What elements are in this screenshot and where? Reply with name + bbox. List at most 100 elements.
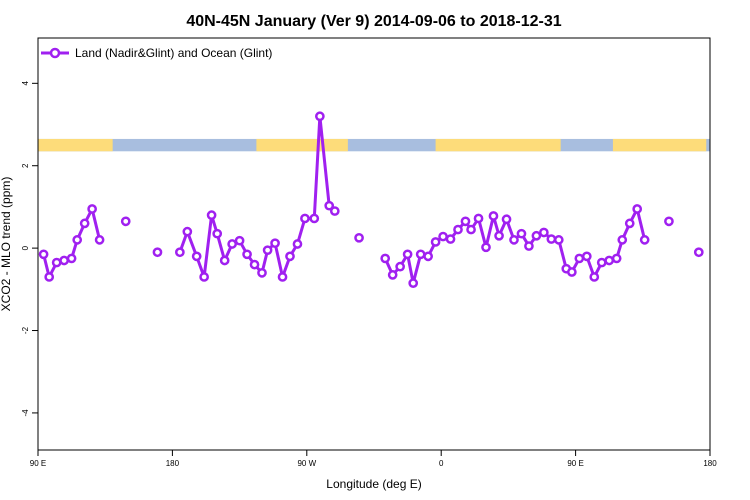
data-point [430, 237, 441, 247]
data-point [94, 235, 105, 245]
data-point [79, 218, 90, 229]
land-band-segment [256, 138, 348, 152]
data-point [553, 235, 564, 245]
x-tick-label: 0 [439, 459, 444, 468]
series-line [383, 207, 647, 285]
data-point [581, 251, 592, 262]
data-point [277, 272, 288, 282]
data-point [292, 239, 303, 249]
y-tick-label: 4 [21, 81, 30, 86]
data-point [531, 230, 542, 241]
data-point [481, 242, 491, 253]
data-point [596, 257, 607, 268]
data-point [402, 249, 413, 260]
x-tick-label: 90 E [30, 459, 46, 468]
data-point [494, 230, 504, 241]
y-tick-label: -2 [21, 326, 30, 334]
data-point [501, 214, 512, 225]
data-point [300, 213, 310, 224]
data-point [624, 218, 635, 229]
y-tick-label: 0 [21, 245, 30, 250]
data-point [460, 216, 471, 227]
data-point [206, 210, 217, 221]
data-point [234, 235, 245, 246]
ocean-band [38, 138, 710, 152]
data-point [639, 235, 650, 245]
data-point [664, 216, 674, 227]
data-point [285, 251, 295, 262]
data-point [380, 253, 391, 264]
x-axis-label: Longitude (deg E) [326, 477, 421, 491]
data-point [509, 235, 519, 245]
data-point [191, 251, 202, 262]
x-tick-label: 90 E [567, 459, 583, 468]
data-point [87, 204, 97, 214]
data-point [473, 213, 484, 224]
data-point [524, 241, 534, 251]
data-point [539, 227, 549, 238]
data-point [423, 251, 433, 262]
data-point [270, 238, 280, 249]
data-point [249, 259, 260, 270]
legend-marker-swatch [49, 47, 61, 59]
land-band-segment [38, 138, 113, 152]
y-axis-label: XCO2 - MLO trend (ppm) [0, 177, 13, 312]
data-point [453, 224, 463, 235]
data-point [395, 261, 405, 272]
data-point [574, 253, 585, 264]
data-point [227, 239, 237, 249]
legend-label: Land (Nadir&Glint) and Ocean (Glint) [75, 46, 272, 60]
data-point [438, 231, 448, 242]
data-point [51, 257, 62, 268]
data-point [257, 267, 267, 278]
data-point [120, 216, 131, 227]
plot-frame [37, 37, 711, 451]
data-point [329, 206, 340, 216]
data-point [152, 247, 163, 258]
data-point [182, 226, 193, 237]
data-point [354, 232, 364, 243]
data-point [212, 228, 223, 239]
data-point [589, 272, 600, 282]
data-point [488, 211, 499, 221]
data-point [604, 255, 615, 266]
land-ocean-band [38, 138, 710, 152]
y-tick-label: -4 [21, 409, 30, 417]
data-point [415, 249, 426, 260]
x-tick-label: 180 [166, 459, 180, 468]
data-point [44, 272, 55, 282]
land-band-segment [612, 138, 707, 152]
data-point [408, 278, 419, 288]
chart-title: 40N-45N January (Ver 9) 2014-09-06 to 20… [186, 13, 561, 30]
x-tick-label: 90 W [297, 459, 316, 468]
data-point [242, 249, 252, 260]
y-axis: -4 -2 0 2 4 [21, 81, 38, 417]
legend: Land (Nadir&Glint) and Ocean (Glint) [41, 46, 272, 60]
x-tick-label: 180 [703, 459, 717, 468]
data-point [546, 234, 557, 244]
data-point [693, 247, 704, 258]
data-point [466, 224, 476, 235]
data-point [219, 255, 230, 266]
land-band-segment [435, 138, 561, 152]
series-line [42, 207, 102, 279]
data-point [324, 200, 335, 211]
y-tick-label: 2 [21, 163, 30, 168]
data-point [262, 245, 273, 256]
data-point [617, 235, 628, 245]
data-point [199, 272, 209, 282]
data-point [516, 228, 527, 239]
data-point [72, 235, 83, 245]
data-point [66, 253, 77, 264]
x-axis: 90 E 180 90 W 0 90 E 180 [30, 450, 717, 468]
data-point [611, 253, 622, 264]
data-point [632, 204, 643, 214]
data-point [387, 270, 398, 280]
data-point [38, 249, 49, 260]
series-layer [38, 111, 704, 288]
data-point [315, 111, 325, 122]
data-point [59, 255, 69, 266]
data-point [309, 213, 320, 224]
data-point [445, 234, 456, 244]
